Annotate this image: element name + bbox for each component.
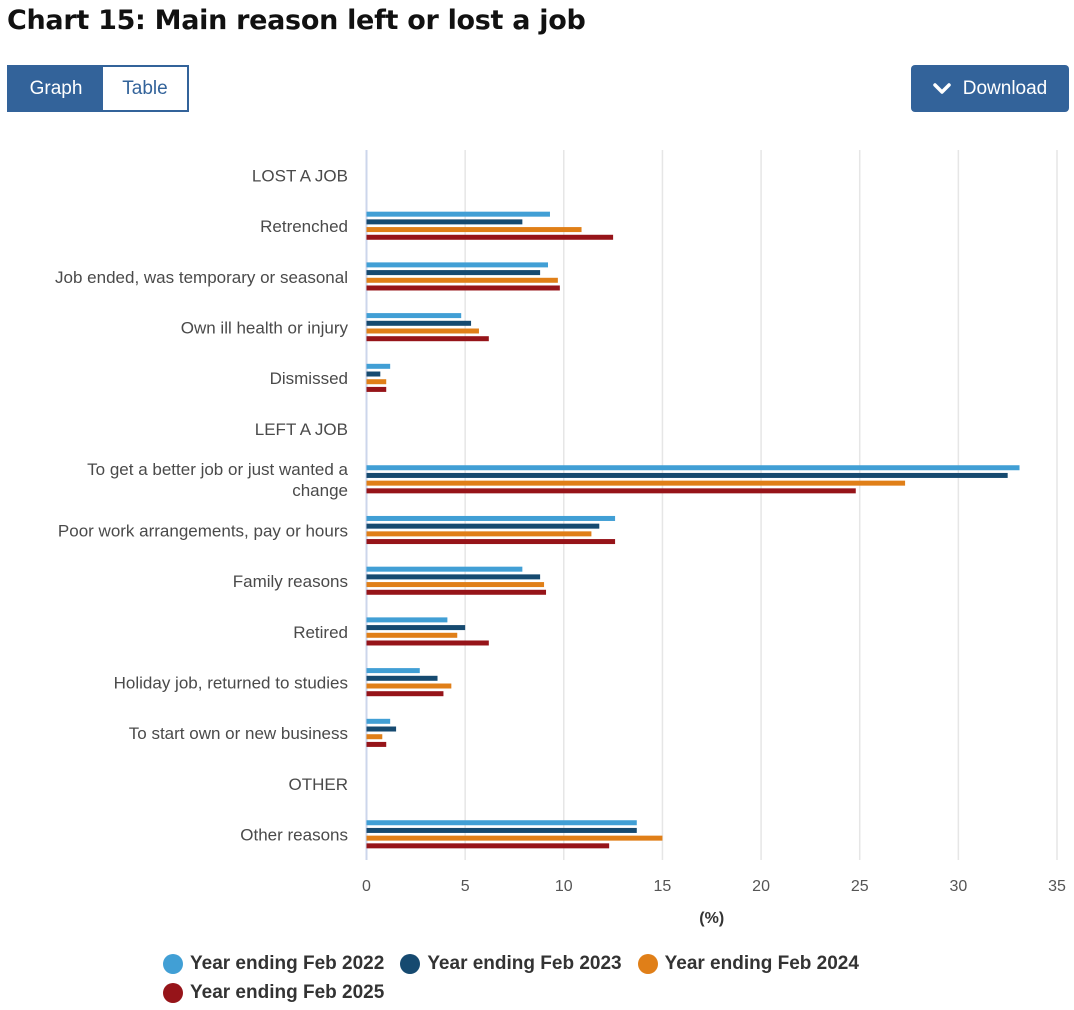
chart-title: Chart 15: Main reason left or lost a job	[7, 5, 586, 36]
bar-year-ending-feb-2022[interactable]	[366, 211, 550, 217]
category-label: Own ill health or injury	[181, 319, 349, 338]
legend-item[interactable]: Year ending Feb 2024	[637, 952, 859, 976]
bar-year-ending-feb-2023[interactable]	[366, 320, 472, 326]
bar-year-ending-feb-2023[interactable]	[366, 371, 381, 377]
bar-year-ending-feb-2023[interactable]	[366, 219, 523, 225]
bar-year-ending-feb-2025[interactable]	[366, 741, 387, 747]
bar-year-ending-feb-2024[interactable]	[366, 227, 582, 233]
category-label: Holiday job, returned to studies	[114, 674, 348, 693]
bar-year-ending-feb-2025[interactable]	[366, 386, 387, 392]
bar-year-ending-feb-2023[interactable]	[366, 625, 466, 631]
legend-item[interactable]: Year ending Feb 2023	[400, 952, 622, 976]
bar-year-ending-feb-2023[interactable]	[366, 726, 397, 732]
x-tick-label: 30	[949, 878, 967, 895]
legend-label: Year ending Feb 2025	[190, 982, 385, 1003]
bar-year-ending-feb-2025[interactable]	[366, 640, 489, 646]
bar-year-ending-feb-2022[interactable]	[366, 617, 448, 623]
bar-year-ending-feb-2022[interactable]	[366, 820, 637, 826]
legend-marker-icon	[637, 954, 658, 974]
category-label: Retired	[293, 623, 348, 642]
legend-label: Year ending Feb 2024	[664, 953, 859, 974]
x-tick-label: 35	[1048, 878, 1066, 895]
legend-marker-icon	[163, 983, 183, 1003]
bar-year-ending-feb-2023[interactable]	[366, 827, 637, 833]
bar-year-ending-feb-2022[interactable]	[366, 566, 523, 572]
category-label: LEFT A JOB	[255, 420, 348, 439]
download-label: Download	[962, 77, 1048, 99]
bar-year-ending-feb-2024[interactable]	[366, 379, 387, 385]
category-label: To start own or new business	[129, 724, 348, 743]
bar-year-ending-feb-2025[interactable]	[366, 589, 547, 595]
bar-year-ending-feb-2022[interactable]	[366, 262, 549, 268]
bar-year-ending-feb-2023[interactable]	[366, 574, 541, 580]
bar-year-ending-feb-2024[interactable]	[366, 632, 458, 638]
bar-year-ending-feb-2025[interactable]	[366, 488, 856, 494]
bar-year-ending-feb-2023[interactable]	[366, 675, 438, 681]
bars	[366, 211, 1020, 849]
bar-year-ending-feb-2022[interactable]	[366, 668, 420, 674]
bar-year-ending-feb-2024[interactable]	[366, 328, 479, 334]
bar-year-ending-feb-2025[interactable]	[366, 234, 614, 240]
legend-marker-icon	[400, 954, 421, 974]
view-toggle: Graph Table	[7, 65, 189, 112]
bar-year-ending-feb-2025[interactable]	[366, 336, 489, 342]
table-tab[interactable]: Table	[103, 67, 187, 110]
category-label: Family reasons	[233, 572, 348, 591]
category-labels: LOST A JOB Retrenched Job ended, was tempo…	[55, 166, 348, 844]
x-tick-label: 20	[752, 878, 770, 895]
category-label: Retrenched	[260, 217, 348, 236]
bar-chart: LOST A JOB Retrenched Job ended, was tempo…	[55, 150, 1066, 927]
legend-item[interactable]: Year ending Feb 2025	[163, 981, 384, 1005]
legend: Year ending Feb 2022 Year ending Feb 2023…	[163, 952, 943, 1010]
download-button[interactable]: Download	[911, 65, 1069, 112]
legend-item[interactable]: Year ending Feb 2022	[163, 952, 384, 976]
category-label: To get a better job or just wanted a chan…	[87, 460, 348, 500]
gridlines	[365, 150, 1058, 860]
bar-year-ending-feb-2024[interactable]	[366, 683, 452, 689]
x-tick-label: 5	[461, 878, 470, 895]
bar-year-ending-feb-2022[interactable]	[366, 718, 391, 724]
category-label: Poor work arrangements, pay or hours	[58, 521, 348, 540]
x-tick-label: 25	[851, 878, 869, 895]
category-label: OTHER	[289, 775, 349, 794]
category-label: Other reasons	[240, 826, 348, 845]
graph-tab[interactable]: Graph	[9, 67, 103, 110]
bar-year-ending-feb-2025[interactable]	[366, 843, 610, 849]
bar-year-ending-feb-2025[interactable]	[366, 285, 560, 291]
bar-year-ending-feb-2024[interactable]	[366, 734, 383, 740]
bar-year-ending-feb-2022[interactable]	[366, 515, 616, 521]
x-tick-label: 10	[555, 878, 573, 895]
bar-year-ending-feb-2025[interactable]	[366, 539, 616, 545]
x-tick-label: 0	[362, 878, 371, 895]
category-label: LOST A JOB	[252, 166, 348, 185]
bar-year-ending-feb-2022[interactable]	[366, 313, 462, 319]
x-tick-label: 15	[654, 878, 672, 895]
x-axis-title: (%)	[699, 910, 724, 927]
category-label: Dismissed	[270, 369, 348, 388]
bar-year-ending-feb-2024[interactable]	[366, 480, 906, 486]
bar-year-ending-feb-2023[interactable]	[366, 472, 1008, 478]
bar-year-ending-feb-2024[interactable]	[366, 582, 545, 588]
bar-year-ending-feb-2024[interactable]	[366, 835, 663, 841]
legend-label: Year ending Feb 2022	[190, 953, 385, 974]
bar-year-ending-feb-2024[interactable]	[366, 531, 592, 537]
x-tick-labels: 0 5 10 15 20 25 30 35	[362, 878, 1066, 895]
bar-year-ending-feb-2023[interactable]	[366, 270, 541, 276]
legend-label: Year ending Feb 2023	[427, 953, 622, 974]
legend-marker-icon	[163, 954, 183, 974]
bar-year-ending-feb-2025[interactable]	[366, 691, 444, 697]
bar-year-ending-feb-2024[interactable]	[366, 277, 558, 283]
chevron-down-icon	[933, 82, 951, 95]
bar-year-ending-feb-2022[interactable]	[366, 465, 1020, 471]
bar-year-ending-feb-2022[interactable]	[366, 363, 391, 369]
category-label: Job ended, was temporary or seasonal	[55, 268, 348, 287]
bar-year-ending-feb-2023[interactable]	[366, 523, 600, 529]
